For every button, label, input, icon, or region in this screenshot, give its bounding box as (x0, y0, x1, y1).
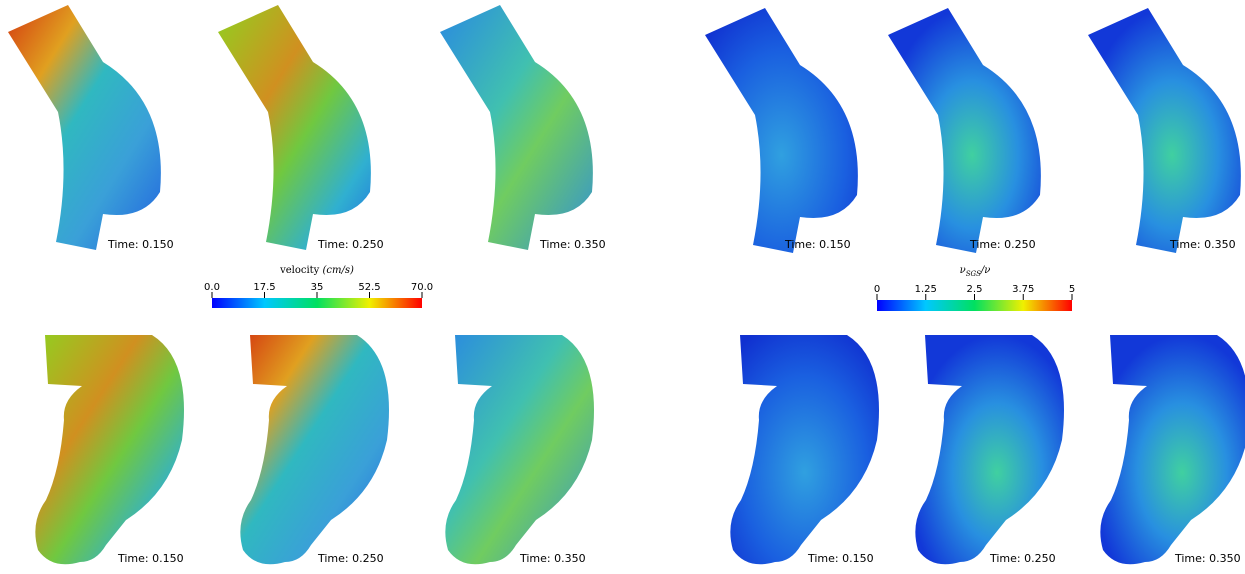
sgs-field (705, 8, 858, 253)
panels (8, 5, 1245, 564)
sgs-field (1088, 8, 1241, 253)
colorbar-tick-label: 35 (311, 282, 324, 293)
velocity-field (35, 335, 184, 564)
title-tail: /ν (980, 265, 990, 276)
colorbar-tick-label: 0 (874, 284, 880, 295)
colorbar-tick-label: 1.25 (915, 284, 937, 295)
velocity-field (445, 335, 594, 564)
colorbar-tick-label: 5 (1069, 284, 1075, 295)
colorbar-gradient (212, 298, 422, 308)
time-label: Time: 0.150 (784, 238, 851, 251)
title-subscript: SGS (966, 270, 981, 278)
time-label: Time: 0.150 (117, 552, 184, 565)
colorbar-tick-label: 0.0 (204, 282, 220, 293)
time-label: Time: 0.250 (989, 552, 1056, 565)
time-label: Time: 0.350 (1174, 552, 1241, 565)
velocity-field (240, 335, 389, 564)
time-label: Time: 0.350 (539, 238, 606, 251)
time-label: Time: 0.350 (519, 552, 586, 565)
colorbar-tick-label: 52.5 (358, 282, 380, 293)
colorbar-tick-label: 17.5 (253, 282, 275, 293)
velocity-field (218, 5, 371, 250)
time-label: Time: 0.350 (1169, 238, 1236, 251)
sgs-field (1100, 335, 1245, 564)
time-label: Time: 0.150 (807, 552, 874, 565)
colorbar-title: νSGS/ν (960, 265, 991, 278)
colorbar-tick-label: 2.5 (967, 284, 983, 295)
sgs-field (915, 335, 1064, 564)
colorbar-tick-label: 3.75 (1012, 284, 1034, 295)
time-label: Time: 0.250 (317, 238, 384, 251)
velocity-field (440, 5, 593, 250)
colorbar-tick-label: 70.0 (411, 282, 433, 293)
velocity-field (8, 5, 161, 250)
time-label: Time: 0.250 (969, 238, 1036, 251)
title-text: velocity (279, 265, 322, 276)
colorbar-title: velocity (cm/s) (279, 265, 354, 276)
title-unit: (cm/s) (323, 265, 354, 276)
colorbar-gradient (877, 300, 1072, 311)
figure: Time: 0.150 Time: 0.250 Time: 0.350 Time… (0, 0, 1245, 574)
time-label: Time: 0.150 (107, 238, 174, 251)
sgs-field (888, 8, 1041, 253)
sgs-field (730, 335, 879, 564)
time-label: Time: 0.250 (317, 552, 384, 565)
